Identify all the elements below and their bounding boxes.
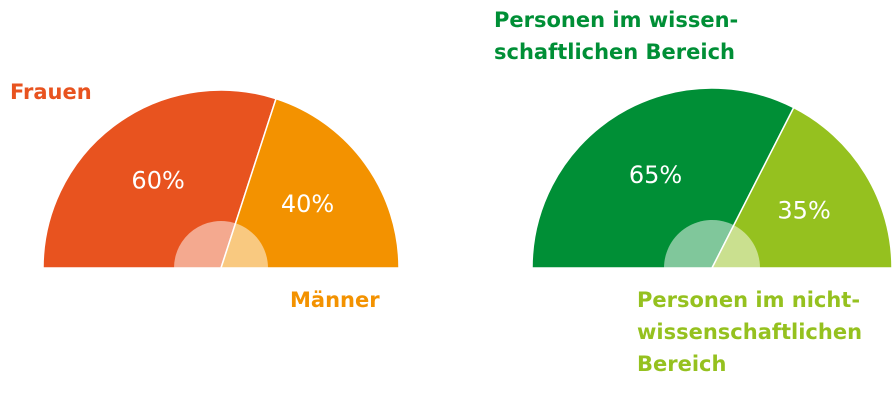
inner-slice <box>712 225 760 268</box>
inner-slice <box>664 219 734 268</box>
slice <box>219 97 400 269</box>
value-label: 60% <box>131 166 184 194</box>
inner-slice <box>174 220 236 268</box>
value-label: 65% <box>629 161 682 189</box>
slice <box>710 106 893 269</box>
value-label: 40% <box>281 190 334 218</box>
category-label: Personen im nicht- wissenschaftlichen Be… <box>637 288 863 376</box>
value-label: 35% <box>777 197 830 225</box>
category-label: Frauen <box>10 80 92 104</box>
inner-slice <box>221 223 268 268</box>
category-label: Männer <box>290 288 380 312</box>
category-label: Personen im wissen- schaftlichen Bereich <box>494 8 739 64</box>
